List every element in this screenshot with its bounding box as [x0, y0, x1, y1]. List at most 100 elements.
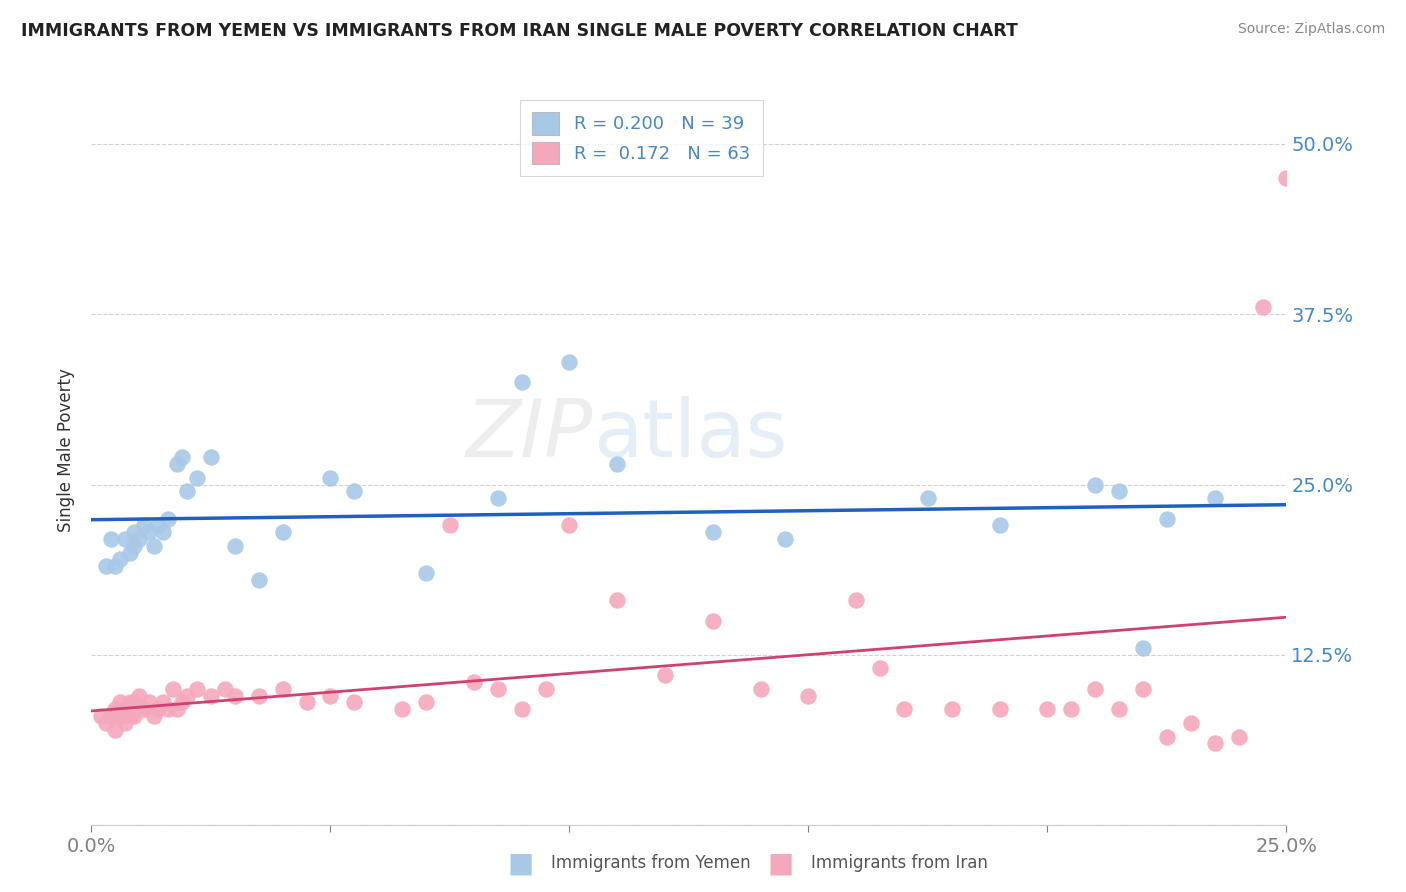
- Point: [486, 491, 509, 505]
- Point: [132, 518, 155, 533]
- Text: Source: ZipAtlas.com: Source: ZipAtlas.com: [1237, 22, 1385, 37]
- Point: [343, 696, 366, 710]
- Point: [988, 518, 1011, 533]
- Point: [606, 457, 628, 471]
- Point: [1132, 681, 1154, 696]
- Point: [247, 573, 270, 587]
- Point: [118, 696, 141, 710]
- Point: [797, 689, 820, 703]
- Point: [510, 376, 533, 390]
- Point: [128, 532, 150, 546]
- Point: [166, 702, 188, 716]
- Point: [124, 539, 146, 553]
- Point: [108, 709, 131, 723]
- Point: [104, 559, 127, 574]
- Point: [1084, 681, 1107, 696]
- Point: [108, 696, 131, 710]
- Point: [100, 532, 122, 546]
- Point: [214, 681, 236, 696]
- Point: [114, 702, 136, 716]
- Point: [869, 661, 891, 675]
- Point: [988, 702, 1011, 716]
- Point: [558, 518, 581, 533]
- Text: ZIP: ZIP: [465, 396, 593, 475]
- Point: [186, 471, 208, 485]
- Point: [845, 593, 868, 607]
- Point: [271, 525, 294, 540]
- Point: [1132, 640, 1154, 655]
- Point: [94, 559, 117, 574]
- Point: [319, 689, 342, 703]
- Point: [941, 702, 963, 716]
- Point: [415, 566, 437, 580]
- Point: [108, 552, 131, 566]
- Point: [128, 702, 150, 716]
- Point: [166, 457, 188, 471]
- Point: [148, 702, 170, 716]
- Point: [100, 709, 122, 723]
- Legend: R = 0.200   N = 39, R =  0.172   N = 63: R = 0.200 N = 39, R = 0.172 N = 63: [520, 100, 762, 177]
- Point: [152, 525, 174, 540]
- Point: [224, 539, 246, 553]
- Point: [138, 525, 160, 540]
- Point: [463, 675, 485, 690]
- Point: [247, 689, 270, 703]
- Point: [132, 702, 155, 716]
- Point: [200, 450, 222, 465]
- Point: [1156, 730, 1178, 744]
- Point: [1204, 491, 1226, 505]
- Point: [343, 484, 366, 499]
- Point: [224, 689, 246, 703]
- Text: atlas: atlas: [593, 396, 787, 475]
- Point: [148, 518, 170, 533]
- Point: [1036, 702, 1059, 716]
- Point: [534, 681, 557, 696]
- Point: [176, 689, 198, 703]
- Point: [702, 525, 724, 540]
- Point: [118, 546, 141, 560]
- Point: [186, 681, 208, 696]
- Point: [917, 491, 939, 505]
- Point: [773, 532, 796, 546]
- Point: [415, 696, 437, 710]
- Point: [271, 681, 294, 696]
- Text: ■: ■: [768, 849, 793, 878]
- Point: [606, 593, 628, 607]
- Point: [1084, 477, 1107, 491]
- Text: ■: ■: [508, 849, 533, 878]
- Text: Immigrants from Yemen: Immigrants from Yemen: [551, 855, 751, 872]
- Text: IMMIGRANTS FROM YEMEN VS IMMIGRANTS FROM IRAN SINGLE MALE POVERTY CORRELATION CH: IMMIGRANTS FROM YEMEN VS IMMIGRANTS FROM…: [21, 22, 1018, 40]
- Point: [1108, 702, 1130, 716]
- Point: [138, 696, 160, 710]
- Point: [1156, 511, 1178, 525]
- Point: [104, 702, 127, 716]
- Point: [558, 355, 581, 369]
- Point: [486, 681, 509, 696]
- Point: [172, 450, 194, 465]
- Point: [510, 702, 533, 716]
- Point: [1060, 702, 1083, 716]
- Point: [156, 511, 179, 525]
- Point: [114, 532, 136, 546]
- Text: Immigrants from Iran: Immigrants from Iran: [811, 855, 988, 872]
- Point: [176, 484, 198, 499]
- Point: [104, 723, 127, 737]
- Point: [319, 471, 342, 485]
- Point: [654, 668, 676, 682]
- Point: [200, 689, 222, 703]
- Point: [1108, 484, 1130, 499]
- Point: [172, 696, 194, 710]
- Point: [156, 702, 179, 716]
- Point: [128, 689, 150, 703]
- Point: [142, 709, 165, 723]
- Point: [114, 715, 136, 730]
- Point: [94, 715, 117, 730]
- Point: [118, 709, 141, 723]
- Point: [1180, 715, 1202, 730]
- Point: [439, 518, 461, 533]
- Point: [749, 681, 772, 696]
- Point: [1204, 736, 1226, 750]
- Point: [124, 696, 146, 710]
- Point: [295, 696, 318, 710]
- Point: [142, 539, 165, 553]
